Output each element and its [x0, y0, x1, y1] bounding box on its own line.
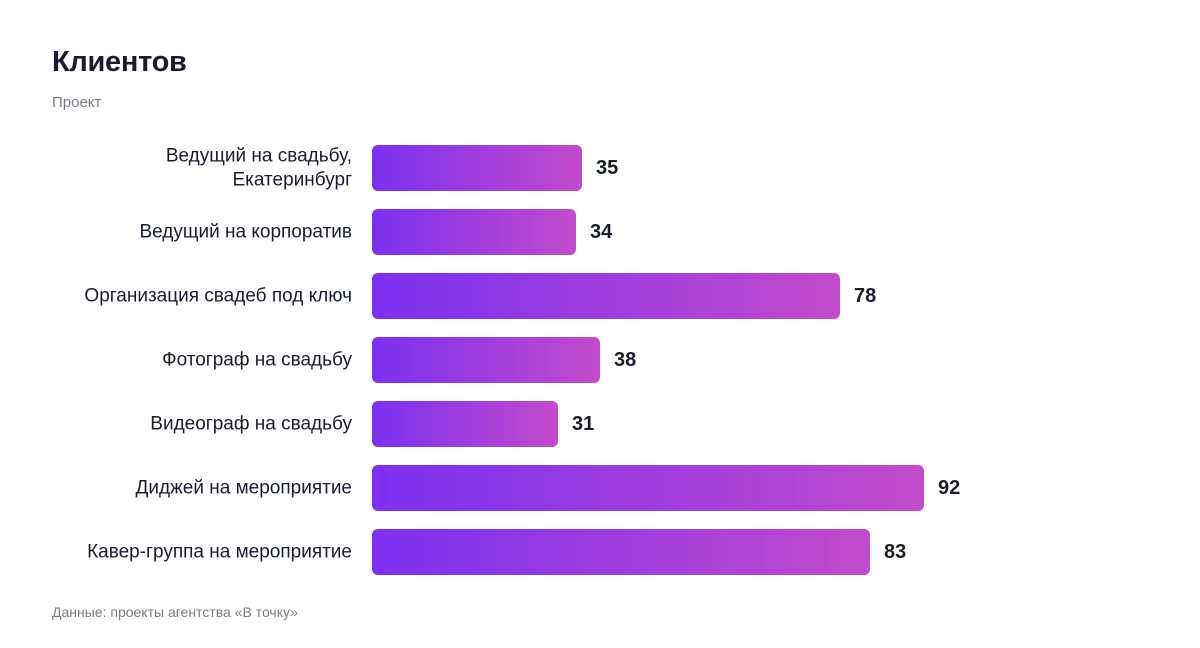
chart-title: Клиентов [52, 46, 187, 78]
bar [372, 401, 558, 447]
value-label: 38 [614, 349, 636, 371]
category-label: Видеограф на свадьбу [150, 414, 352, 435]
category-label-line: Фотограф на свадьбу [162, 350, 352, 371]
bar [372, 209, 576, 255]
chart-source: Данные: проекты агентства «В точку» [52, 604, 298, 620]
category-label: Ведущий на свадьбу, Екатеринбург [166, 146, 352, 191]
category-label-line: Ведущий на корпоратив [139, 222, 352, 243]
category-label-line: Организация свадеб под ключ [84, 286, 352, 307]
category-label: Кавер-группа на мероприятие [87, 542, 352, 563]
value-label: 78 [854, 285, 876, 307]
value-label: 34 [590, 221, 613, 243]
category-label-line: Видеограф на свадьбу [150, 414, 352, 435]
bars-layer: Ведущий на свадьбу, Екатеринбург 35 Ведущий… [84, 145, 960, 575]
value-label: 35 [596, 157, 618, 179]
bar [372, 273, 840, 319]
category-label: Фотограф на свадьбу [162, 350, 352, 371]
category-label-line: Кавер-группа на мероприятие [87, 542, 352, 563]
category-label-line: Екатеринбург [232, 170, 352, 191]
bar [372, 529, 870, 575]
chart-subtitle: Проект [52, 94, 102, 111]
category-label-line: Ведущий на свадьбу, [166, 146, 352, 167]
bar [372, 465, 924, 511]
category-label: Диджей на мероприятие [136, 478, 352, 499]
value-label: 83 [884, 541, 906, 563]
category-label-line: Диджей на мероприятие [136, 478, 352, 499]
category-label: Организация свадеб под ключ [84, 286, 352, 307]
value-label: 31 [572, 413, 594, 435]
bar [372, 337, 600, 383]
value-label: 92 [938, 477, 960, 499]
category-label: Ведущий на корпоратив [139, 222, 352, 243]
bar [372, 145, 582, 191]
